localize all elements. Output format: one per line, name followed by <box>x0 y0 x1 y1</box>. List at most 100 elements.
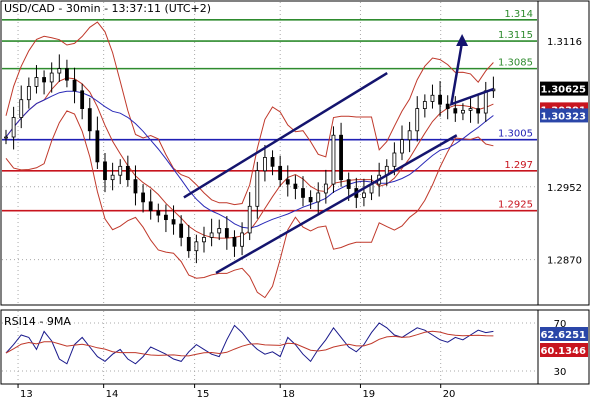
rsi-tag-box <box>540 343 588 357</box>
candle-body <box>19 99 24 118</box>
rsi-tag-label: 62.6251 <box>540 330 586 341</box>
candle-body <box>400 139 404 154</box>
candle-body <box>461 109 465 114</box>
candle-body <box>323 183 328 194</box>
y-tick-label: 1.3116 <box>547 37 582 48</box>
candle-body <box>445 103 450 109</box>
candle-body <box>240 232 244 247</box>
candle-body <box>415 108 420 132</box>
rsi-ma-line <box>5 330 494 357</box>
rsi-tick-label: 70 <box>554 319 567 330</box>
candle-body <box>156 210 161 216</box>
candle-body <box>232 236 237 247</box>
x-tick-label: 14 <box>106 389 119 400</box>
candle-body <box>316 192 321 203</box>
forecast-arrow-head <box>456 33 469 46</box>
candle-body <box>339 134 343 181</box>
rsi-tag-box <box>540 327 588 341</box>
candle-body <box>308 197 313 203</box>
candle-body <box>468 108 473 111</box>
price-panel <box>0 0 539 306</box>
candle-body <box>26 85 31 101</box>
candle-body <box>209 232 214 238</box>
candle-body <box>453 108 458 114</box>
candle-body <box>164 214 168 221</box>
y-tick-label: 1.2870 <box>547 256 582 267</box>
candle-body <box>255 170 260 207</box>
channel-lower <box>215 134 458 274</box>
candle-body <box>87 108 92 132</box>
xaxis-layer: 13 14 15 18 19 20 <box>17 384 455 400</box>
price-tag-box <box>540 108 588 123</box>
candle-body <box>301 188 305 198</box>
candle-body <box>72 79 77 92</box>
levels-layer: 1.314 1.3115 1.3085 1.3005 1.297 1.2925 <box>2 9 537 212</box>
price-tag-label: 1.30625 <box>540 85 586 96</box>
candle-body <box>4 136 8 139</box>
price-tag-label: 1.30323 <box>540 111 586 122</box>
candle-body <box>293 183 298 189</box>
bollinger-lower <box>5 110 494 299</box>
x-tick-label: 18 <box>282 389 295 400</box>
candle-body <box>65 68 69 81</box>
channel-upper <box>183 71 388 199</box>
candle-body <box>438 94 442 105</box>
rsi-layer: 70 30 62.6251 60.1346 <box>2 319 588 378</box>
candle-body <box>430 94 435 102</box>
price-axis-area <box>537 0 590 306</box>
rsi-line <box>5 322 494 365</box>
candle-body <box>346 179 351 189</box>
level-label: 1.3115 <box>498 30 533 41</box>
candle-body <box>285 179 290 185</box>
candle-body <box>392 152 397 167</box>
candle-body <box>103 161 107 181</box>
candle-body <box>483 90 488 114</box>
level-label: 1.314 <box>504 9 533 20</box>
candle-body <box>186 236 191 252</box>
candle-body <box>331 134 336 185</box>
candle-body <box>49 72 54 83</box>
candle-body <box>194 241 199 252</box>
candle-body <box>179 223 184 238</box>
candle-body <box>95 130 100 163</box>
level-label: 1.3085 <box>498 58 533 69</box>
candle-body <box>133 179 138 194</box>
candle-body <box>247 205 252 234</box>
candle-body <box>57 68 62 74</box>
candle-body <box>422 101 427 109</box>
x-tick-label: 19 <box>362 389 375 400</box>
candle-body <box>125 165 130 181</box>
candle-body <box>217 228 222 234</box>
chart-title: USD/CAD - 30min - 13:37:11 (UTC+2) <box>4 2 211 15</box>
level-label: 1.2925 <box>498 200 533 211</box>
level-label: 1.3005 <box>498 129 533 140</box>
y-tick-label: 1.2952 <box>547 183 582 194</box>
bollinger-upper <box>5 21 494 206</box>
x-tick-label: 15 <box>197 389 210 400</box>
candle-body <box>148 201 153 212</box>
channel-layer <box>183 33 494 274</box>
forecast-arrow-line <box>449 41 494 107</box>
rsi-title: RSI14 - 9MA <box>4 315 71 328</box>
candle-body <box>224 228 229 238</box>
candle-body <box>362 192 366 198</box>
candle-body <box>110 174 115 181</box>
candle-body <box>141 192 145 203</box>
rsi-tag-label: 60.1346 <box>540 346 586 357</box>
candle-body <box>270 157 275 167</box>
candle-body <box>171 219 176 225</box>
rsi-panel <box>0 309 539 385</box>
level-label: 1.297 <box>504 160 533 171</box>
candle-body <box>34 77 39 87</box>
candle-body <box>11 117 16 138</box>
candle-body <box>118 165 123 176</box>
candle-body <box>476 108 481 114</box>
candle-body <box>202 236 206 243</box>
x-tick-label: 13 <box>20 389 33 400</box>
candle-body <box>80 90 85 109</box>
candle-body <box>42 77 46 83</box>
candle-body <box>263 157 267 172</box>
candle-body <box>407 130 412 141</box>
